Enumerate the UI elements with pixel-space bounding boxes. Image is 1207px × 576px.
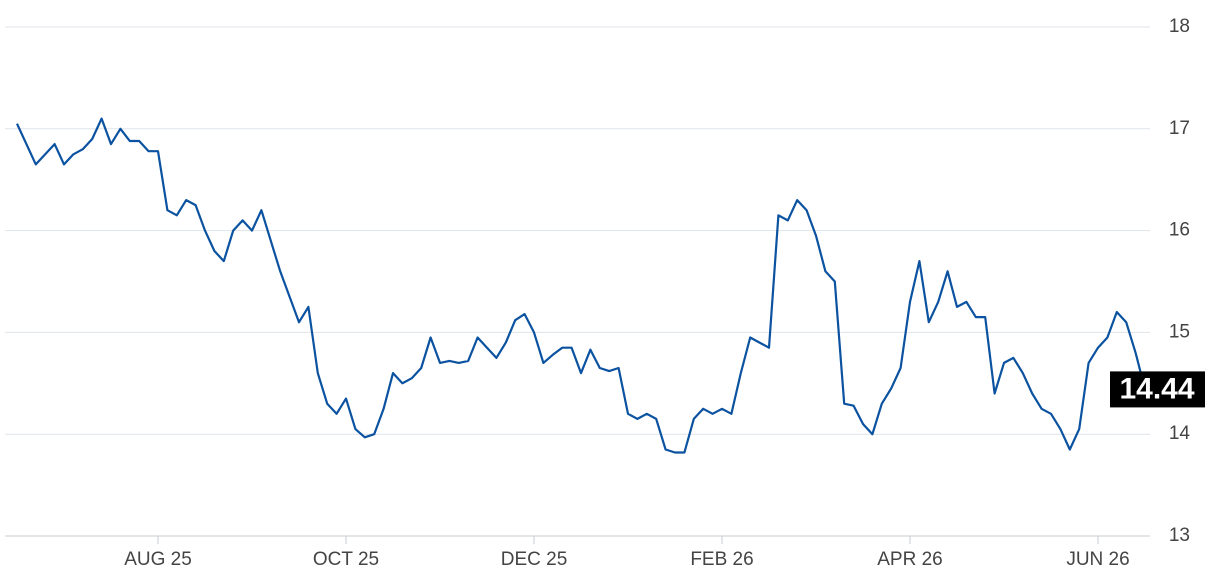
y-tick-label: 18 [1169, 16, 1190, 37]
x-tick-label: FEB 26 [690, 549, 753, 570]
x-tick-label: OCT 25 [313, 549, 379, 570]
last-value-label: 14.44 [1119, 372, 1194, 405]
x-tick-label: APR 26 [877, 549, 942, 570]
price-line [16, 117, 1147, 454]
x-tick-label: DEC 25 [501, 549, 568, 570]
y-tick-label: 13 [1169, 525, 1190, 546]
x-tick-label: AUG 25 [124, 549, 192, 570]
y-tick-label: 14 [1169, 423, 1191, 444]
y-tick-label: 15 [1169, 321, 1190, 342]
y-tick-label: 16 [1169, 220, 1190, 241]
last-value-box [1110, 371, 1205, 408]
x-tick-label: JUN 26 [1066, 549, 1129, 570]
y-tick-label: 17 [1169, 118, 1190, 139]
